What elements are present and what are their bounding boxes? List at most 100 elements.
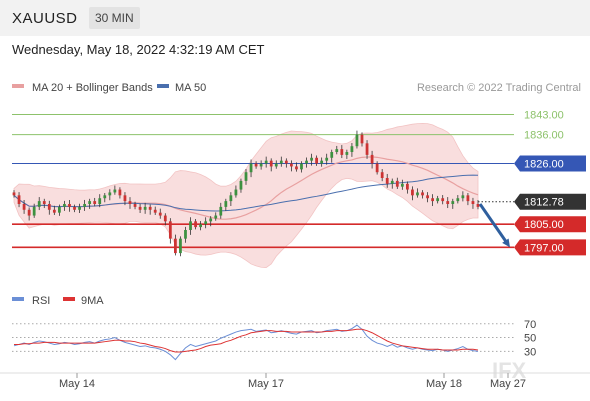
candle-body	[153, 209, 157, 213]
candle-body	[269, 160, 273, 167]
candle-body	[189, 221, 192, 230]
candle-body	[345, 152, 349, 155]
candle-body	[295, 166, 298, 170]
candle-body	[93, 201, 97, 204]
candle-body	[47, 204, 51, 210]
candle-body	[214, 215, 218, 219]
pivot-label: 1826.00	[524, 159, 564, 171]
candle-body	[461, 195, 465, 199]
ma9-legend-swatch	[63, 297, 75, 301]
ma50-legend-label: MA 50	[175, 82, 206, 94]
candle-body	[416, 192, 419, 196]
candle-body	[27, 209, 31, 216]
candle-body	[300, 163, 303, 170]
candle-body	[194, 221, 197, 228]
candle-body	[113, 189, 117, 193]
current-label-tag	[514, 193, 586, 210]
candle-body	[78, 206, 81, 210]
resistance-label: 1843.00	[524, 109, 564, 121]
candle-body	[330, 152, 334, 158]
candle-body	[456, 198, 460, 202]
candle-body	[476, 204, 480, 207]
candle-body	[209, 218, 213, 222]
candle-body	[12, 192, 16, 196]
candle-body	[274, 163, 278, 167]
candle-body	[249, 163, 253, 173]
candle-body	[219, 206, 223, 216]
candle-body	[179, 238, 182, 254]
moving-averages	[13, 156, 479, 220]
rsi-level-label: 30	[524, 346, 536, 358]
rsi-ma9-line	[14, 328, 479, 353]
candle-body	[395, 180, 399, 187]
rsi-level-label: 50	[524, 333, 536, 345]
candle-body	[350, 146, 354, 152]
candle-body	[426, 195, 429, 199]
candle-body	[158, 212, 162, 216]
candle-body	[73, 206, 76, 210]
candle-body	[390, 180, 394, 184]
candle-body	[133, 204, 137, 207]
candle-body	[17, 195, 21, 204]
credit-label: Research © 2022 Trading Central	[417, 82, 581, 94]
candle-body	[406, 183, 409, 190]
watermark: IFX	[492, 358, 527, 383]
candle-body	[365, 143, 369, 155]
datetime-label: Wednesday, May 18, 2022 4:32:19 AM CET	[12, 42, 265, 57]
support-label-tag	[514, 239, 586, 256]
candle-body	[63, 204, 66, 207]
candle-body	[441, 198, 445, 202]
ma20-legend-label: MA 20 + Bollinger Bands	[32, 82, 153, 94]
header-bar: XAUUSD 30 MIN	[0, 0, 590, 36]
candles	[12, 130, 510, 257]
bollinger-band-fill	[13, 123, 479, 268]
candle-body	[375, 163, 379, 173]
candle-body	[98, 198, 102, 204]
candle-body	[400, 183, 404, 187]
x-tick-label: May 17	[248, 378, 284, 390]
candle-body	[421, 192, 424, 196]
support-label: 1797.00	[524, 242, 564, 254]
support-label-tag	[514, 216, 586, 233]
candle-body	[466, 195, 470, 202]
candle-body	[168, 221, 172, 239]
candle-body	[239, 180, 243, 190]
candle-body	[355, 134, 359, 147]
current-label: 1812.78	[524, 197, 564, 209]
candle-body	[184, 230, 187, 239]
candle-body	[335, 149, 339, 152]
candle-body	[431, 198, 434, 202]
candle-body	[199, 224, 202, 228]
candle-body	[284, 160, 288, 164]
pivot-label-tag	[514, 155, 586, 172]
candle-body	[138, 206, 142, 210]
candle-body	[305, 160, 308, 164]
candle-body	[52, 209, 56, 213]
candle-body	[37, 201, 41, 207]
candle-body	[204, 221, 208, 225]
candle-body	[315, 157, 318, 164]
timeframe-badge[interactable]: 30 MIN	[89, 7, 140, 29]
candle-body	[259, 163, 263, 167]
candle-body	[244, 172, 248, 181]
candle-body	[451, 201, 455, 204]
candle-body	[229, 195, 233, 202]
rsi-line	[13, 324, 479, 361]
candle-body	[174, 238, 177, 254]
candle-body	[128, 201, 132, 204]
x-axis: May 14 May 17 May 18 May 27	[0, 372, 590, 390]
candle-body	[143, 206, 147, 210]
ma50-line	[13, 174, 479, 212]
candle-body	[118, 189, 122, 196]
candle-body	[360, 134, 364, 144]
support-label: 1805.00	[524, 219, 564, 231]
candle-body	[436, 198, 440, 202]
candle-body	[123, 195, 127, 202]
candle-body	[380, 172, 384, 178]
candle-body	[370, 154, 374, 164]
candle-body	[385, 178, 389, 184]
candle-body	[290, 163, 293, 167]
candle-body	[103, 195, 107, 199]
